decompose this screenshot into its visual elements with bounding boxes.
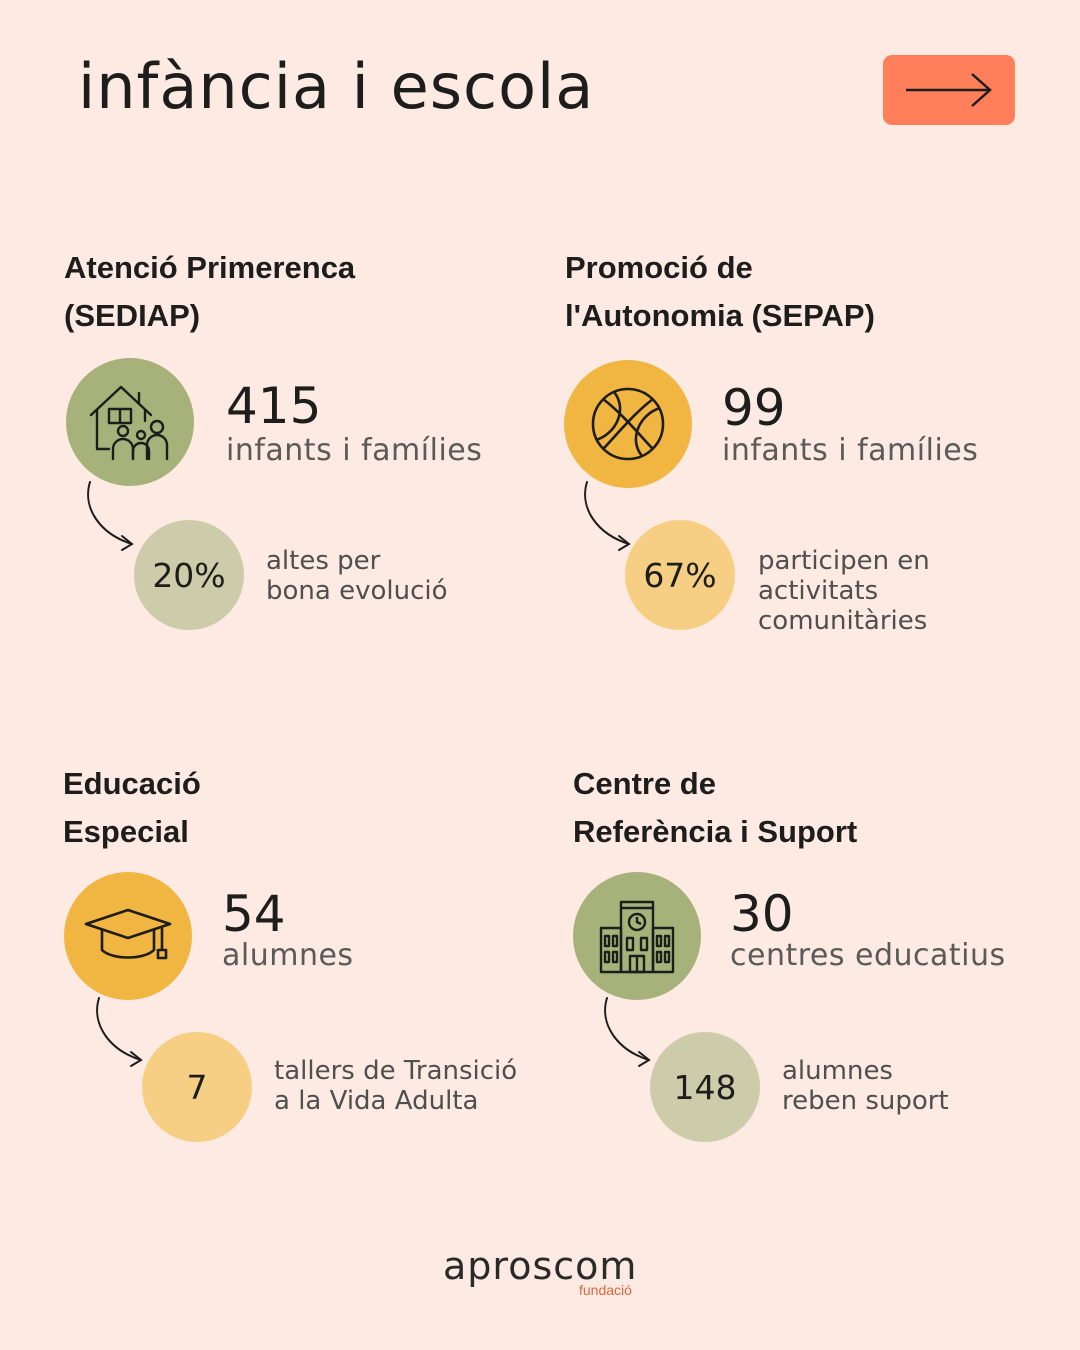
section-educacio-especial: Educació Especial 54 alumnes 7 tallers d… — [63, 760, 543, 1180]
main-label: centres educatius — [730, 938, 1006, 973]
next-button[interactable] — [883, 55, 1015, 125]
section-title: Atenció Primerenca (SEDIAP) — [64, 250, 356, 333]
logo-name: aproscom — [443, 1244, 638, 1288]
main-value: 99 — [722, 379, 786, 437]
sub-label: tallers de Transició a la Vida Adulta — [274, 1056, 518, 1116]
sub-value: 20% — [134, 520, 244, 630]
section-promocio-autonomia: Promoció de l'Autonomia (SEPAP) 99 infan… — [564, 244, 1045, 664]
main-value: 54 — [222, 885, 286, 943]
graduation-cap-icon — [84, 908, 172, 960]
main-label: alumnes — [222, 938, 354, 973]
main-value: 30 — [730, 885, 794, 943]
section-title: Centre de Referència i Suport — [573, 766, 858, 849]
family-house-icon — [89, 385, 169, 461]
logo-subtitle: fundació — [579, 1282, 632, 1298]
curved-arrow-icon — [87, 481, 134, 551]
sub-value: 7 — [142, 1032, 252, 1142]
curved-arrow-icon — [96, 997, 143, 1067]
sub-value: 67% — [625, 520, 735, 630]
main-label: infants i famílies — [226, 433, 483, 468]
arrow-right-icon — [906, 73, 992, 107]
icon-circle — [564, 360, 692, 488]
curved-arrow-icon — [584, 481, 631, 551]
basketball-icon — [591, 387, 665, 461]
main-value: 415 — [226, 377, 322, 435]
section-atencio-primerenca: Atenció Primerenca (SEDIAP) 415 infants … — [64, 244, 544, 664]
icon-circle — [64, 872, 192, 1000]
sub-label: alumnes reben suport — [782, 1056, 949, 1116]
sub-label: altes per bona evolució — [266, 546, 448, 606]
main-label: infants i famílies — [722, 433, 979, 468]
sub-label: participen en activitats comunitàries — [758, 546, 930, 636]
icon-circle — [66, 358, 194, 486]
section-title: Promoció de l'Autonomia (SEPAP) — [565, 250, 875, 333]
section-centre-referencia: Centre de Referència i Suport 30 centres… — [573, 760, 1053, 1180]
sub-value: 148 — [650, 1032, 760, 1142]
aproscom-logo: aproscom fundació — [443, 1244, 643, 1304]
section-title: Educació Especial — [63, 766, 201, 849]
curved-arrow-icon — [604, 997, 651, 1067]
icon-circle — [573, 872, 701, 1000]
page-title: infància i escola — [78, 50, 595, 123]
school-building-icon — [599, 900, 675, 974]
